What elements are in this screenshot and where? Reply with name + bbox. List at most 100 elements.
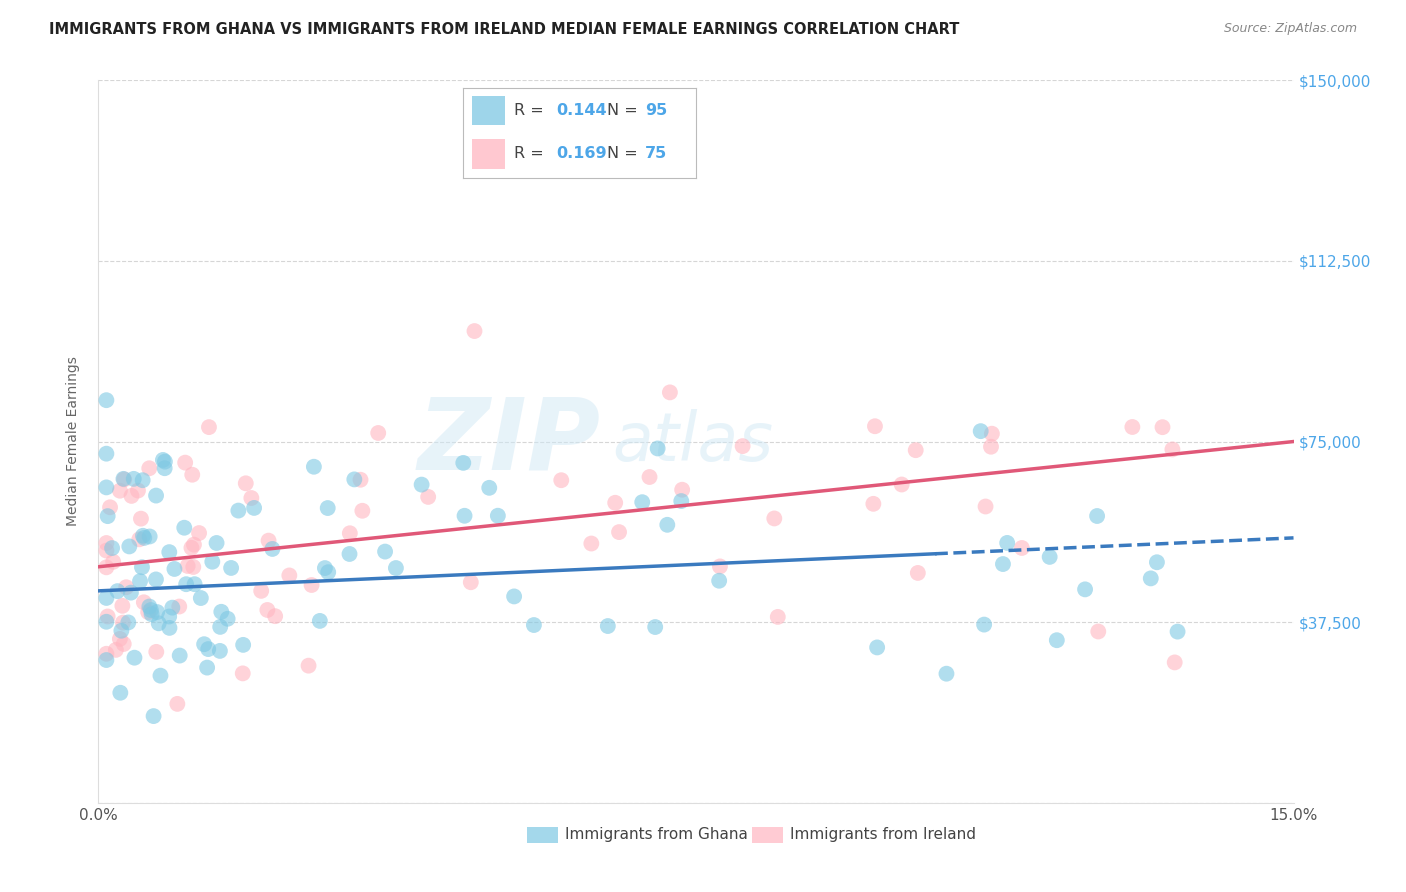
Point: [605, 496, 627, 510]
Point: [193, 637, 215, 651]
Point: [103, 555, 125, 569]
Y-axis label: Median Female Earnings: Median Female Earnings: [66, 357, 80, 526]
Point: [96, 560, 118, 574]
Point: [153, 455, 176, 469]
Point: [180, 541, 202, 555]
Point: [374, 544, 396, 558]
Point: [131, 473, 153, 487]
Point: [219, 561, 242, 575]
Point: [96, 647, 118, 661]
Text: IMMIGRANTS FROM GHANA VS IMMIGRANTS FROM IRELAND MEDIAN FEMALE EARNINGS CORRELAT: IMMIGRANTS FROM GHANA VS IMMIGRANTS FROM…: [49, 22, 959, 37]
Point: [167, 599, 190, 614]
Point: [658, 385, 681, 400]
Point: [256, 603, 278, 617]
Point: [232, 638, 254, 652]
Point: [128, 533, 150, 547]
Point: [503, 590, 526, 604]
Point: [935, 666, 957, 681]
Point: [709, 559, 731, 574]
Point: [463, 324, 485, 338]
Point: [145, 489, 167, 503]
Point: [453, 456, 475, 470]
Point: [657, 517, 679, 532]
Point: [198, 420, 221, 434]
Point: [153, 461, 176, 475]
Point: [129, 511, 152, 525]
Point: [1139, 571, 1161, 585]
Point: [96, 536, 118, 550]
Point: [134, 531, 156, 545]
Point: [995, 536, 1018, 550]
Point: [478, 481, 501, 495]
Point: [111, 615, 134, 630]
Point: [262, 541, 284, 556]
Point: [112, 637, 135, 651]
Point: [104, 643, 127, 657]
Point: [385, 561, 408, 575]
Point: [1085, 508, 1108, 523]
Point: [96, 653, 118, 667]
Point: [101, 541, 124, 555]
Point: [141, 607, 163, 622]
Point: [111, 599, 134, 613]
Point: [209, 605, 232, 619]
Point: [316, 565, 339, 579]
Point: [1039, 549, 1062, 564]
Point: [169, 648, 191, 663]
Point: [1074, 582, 1097, 597]
Point: [671, 483, 693, 497]
Point: [418, 490, 440, 504]
Point: [183, 538, 205, 552]
Point: [159, 621, 181, 635]
Point: [145, 573, 167, 587]
Point: [166, 697, 188, 711]
Point: [181, 560, 204, 574]
Point: [132, 529, 155, 543]
Point: [647, 442, 669, 456]
Point: [138, 599, 160, 614]
Point: [157, 545, 180, 559]
Point: [367, 425, 389, 440]
Point: [863, 419, 886, 434]
Point: [97, 509, 120, 524]
Point: [98, 500, 121, 515]
Text: ZIP: ZIP: [418, 393, 600, 490]
Point: [120, 585, 142, 599]
Point: [205, 536, 228, 550]
Point: [638, 470, 661, 484]
Point: [145, 645, 167, 659]
Point: [96, 543, 118, 558]
Point: [314, 561, 336, 575]
Point: [352, 504, 374, 518]
Point: [217, 612, 239, 626]
Point: [149, 668, 172, 682]
Point: [124, 650, 146, 665]
Point: [1167, 624, 1189, 639]
Point: [240, 491, 263, 505]
Point: [974, 500, 997, 514]
Point: [136, 605, 159, 619]
Point: [349, 473, 371, 487]
Point: [907, 566, 929, 580]
Point: [973, 617, 995, 632]
Point: [866, 640, 889, 655]
Point: [201, 555, 224, 569]
Point: [339, 526, 361, 541]
Point: [107, 584, 129, 599]
Point: [148, 616, 170, 631]
Point: [108, 483, 131, 498]
Point: [970, 424, 993, 438]
Point: [97, 609, 120, 624]
Point: [162, 600, 184, 615]
Point: [607, 525, 630, 540]
Point: [129, 574, 152, 589]
Point: [190, 591, 212, 605]
Point: [152, 453, 174, 467]
Point: [232, 666, 254, 681]
Point: [411, 477, 433, 491]
Text: Immigrants from Ireland: Immigrants from Ireland: [790, 828, 976, 842]
Point: [1146, 555, 1168, 569]
Point: [991, 557, 1014, 571]
Point: [1046, 633, 1069, 648]
Point: [316, 501, 339, 516]
